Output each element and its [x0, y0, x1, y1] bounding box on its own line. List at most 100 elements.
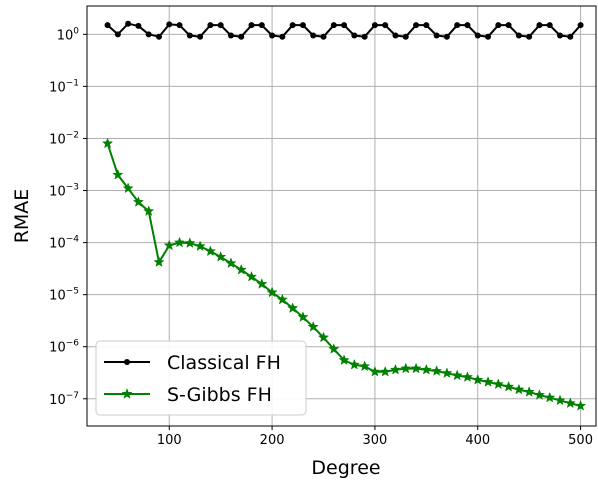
classical-fh-point — [443, 33, 450, 40]
legend-marker-classical — [124, 359, 130, 365]
s-gibbs-fh-point — [194, 240, 206, 252]
x-tick-label: 400 — [465, 433, 490, 448]
classical-fh-point — [341, 22, 348, 29]
classical-fh-point — [310, 32, 317, 39]
plot-area — [101, 20, 587, 411]
s-gibbs-fh-point — [482, 376, 494, 387]
classical-fh-point — [248, 22, 255, 29]
s-gibbs-fh-point — [420, 363, 432, 375]
classical-fh-point — [382, 22, 389, 29]
s-gibbs-fh-point — [369, 365, 381, 377]
s-gibbs-fh-point — [204, 245, 217, 257]
classical-fh-point — [557, 32, 564, 39]
s-gibbs-fh-point — [153, 256, 165, 267]
s-gibbs-fh-point — [173, 236, 186, 248]
x-tick-label: 300 — [363, 433, 388, 448]
classical-fh-point — [402, 33, 409, 40]
s-gibbs-fh-point — [163, 239, 175, 251]
s-gibbs-fh-point — [574, 399, 587, 411]
s-gibbs-fh-point — [430, 365, 443, 376]
classical-fh-point — [413, 22, 420, 29]
classical-fh-point — [299, 22, 306, 29]
y-tick-label: 10−7 — [49, 391, 79, 408]
classical-fh-point — [567, 33, 574, 40]
y-tick-label: 10−3 — [49, 183, 79, 200]
s-gibbs-fh-point — [554, 394, 566, 406]
s-gibbs-fh-point — [502, 380, 515, 392]
classical-fh-point — [423, 22, 430, 29]
classical-fh-point — [392, 32, 399, 39]
s-gibbs-fh-point — [451, 369, 463, 381]
classical-fh-point — [454, 22, 461, 29]
classical-fh-point — [197, 33, 204, 40]
s-gibbs-fh-point — [410, 362, 422, 374]
s-gibbs-fh-point — [533, 389, 546, 400]
classical-fh-point — [217, 22, 224, 29]
legend-box — [95, 340, 307, 416]
plot-frame — [86, 5, 597, 427]
y-tick-label: 10−4 — [49, 235, 79, 252]
classical-fh-point — [505, 22, 512, 29]
classical-fh-point — [361, 33, 368, 40]
y-tick-label: 10−5 — [49, 287, 79, 304]
s-gibbs-fh-point — [389, 363, 402, 375]
s-gibbs-fh-point — [266, 286, 278, 298]
classical-fh-point — [135, 22, 142, 29]
s-gibbs-fh-point — [544, 391, 556, 403]
classical-fh-point — [269, 32, 276, 39]
classical-fh-point — [485, 33, 492, 40]
legend-label-sgibbs: S-Gibbs FH — [167, 384, 272, 406]
classical-fh-point — [464, 22, 471, 29]
s-gibbs-fh-point — [317, 331, 330, 343]
s-gibbs-fh-point — [379, 365, 391, 377]
axis-ticks: 100 200 300 400 500 100 10−1 10−2 10−3 10−4 10−5 10… — [49, 26, 593, 448]
s-gibbs-fh-point — [338, 354, 350, 366]
classical-fh-point — [433, 32, 440, 39]
grid-lines — [87, 6, 596, 426]
classical-fh-point — [546, 22, 553, 29]
s-gibbs-fh-point — [564, 397, 576, 409]
classical-fh-point — [526, 33, 533, 40]
classical-fh-point — [104, 22, 111, 29]
classical-fh-point — [238, 33, 245, 40]
legend-label-classical: Classical FH — [167, 352, 281, 374]
s-gibbs-fh-point — [297, 311, 309, 322]
s-gibbs-fh-point — [328, 343, 340, 354]
classical-fh-point — [114, 31, 121, 38]
s-gibbs-fh-point — [184, 237, 196, 248]
x-tick-label: 200 — [260, 433, 285, 448]
s-gibbs-fh-point — [215, 251, 227, 262]
s-gibbs-fh-point — [523, 386, 535, 397]
s-gibbs-fh-point — [307, 321, 319, 332]
classical-fh-point — [279, 33, 286, 40]
s-gibbs-fh-point — [472, 374, 484, 385]
classical-fh-point — [227, 32, 234, 39]
classical-fh-point — [351, 32, 358, 39]
classical-fh-point — [515, 32, 522, 39]
x-tick-label: 500 — [568, 433, 593, 448]
y-tick-label: 100 — [57, 26, 80, 43]
s-gibbs-fh-point — [492, 378, 504, 390]
classical-fh-point — [176, 22, 183, 29]
classical-fh-point — [258, 22, 265, 29]
s-gibbs-fh-point — [112, 168, 124, 180]
s-gibbs-fh-point — [359, 360, 371, 372]
classical-fh-point — [166, 21, 173, 28]
s-gibbs-fh-point — [256, 278, 268, 289]
classical-fh-point — [577, 22, 584, 29]
classical-fh-point — [207, 22, 214, 29]
classical-fh-point — [186, 32, 193, 39]
s-gibbs-fh-point — [348, 358, 360, 370]
s-gibbs-fh-point — [225, 257, 237, 269]
classical-fh-point — [371, 22, 378, 29]
s-gibbs-fh-point — [235, 263, 247, 275]
s-gibbs-fh-point — [287, 302, 299, 313]
s-gibbs-fh-point — [132, 196, 145, 207]
s-gibbs-fh-point — [461, 371, 474, 382]
classical-fh-point — [320, 33, 327, 40]
classical-fh-point — [536, 22, 543, 29]
x-tick-label: 100 — [157, 433, 182, 448]
classical-fh-point — [125, 20, 132, 27]
s-gibbs-fh-point — [122, 182, 134, 194]
